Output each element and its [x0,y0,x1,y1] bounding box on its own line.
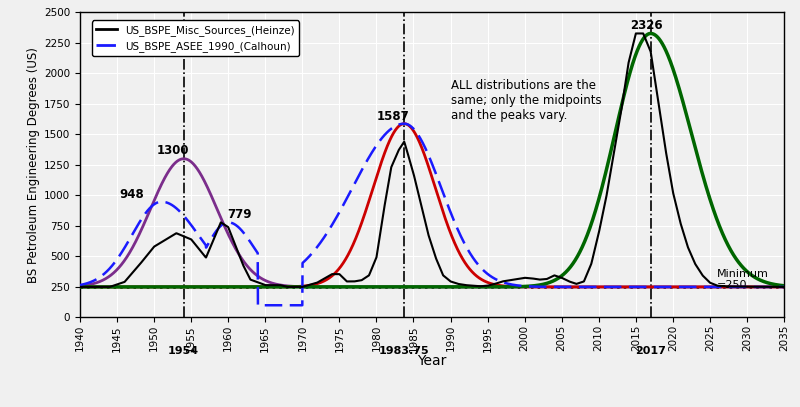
Text: 1300: 1300 [156,144,189,158]
X-axis label: Year: Year [418,354,446,368]
Text: ALL distributions are the
same; only the midpoints
and the peaks vary.: ALL distributions are the same; only the… [450,79,601,123]
Text: 1983.75: 1983.75 [379,346,430,356]
Text: 948: 948 [119,188,144,201]
Text: 1954: 1954 [168,346,199,356]
Text: 1587: 1587 [377,109,410,123]
Text: 2326: 2326 [630,19,663,32]
Text: Minimum
=250: Minimum =250 [718,269,769,290]
Legend: US_BSPE_Misc_Sources_(Heinze), US_BSPE_ASEE_1990_(Calhoun): US_BSPE_Misc_Sources_(Heinze), US_BSPE_A… [92,20,299,56]
Text: 2017: 2017 [635,346,666,356]
Y-axis label: BS Petroleum Engineering Degrees (US): BS Petroleum Engineering Degrees (US) [26,47,40,283]
Text: 779: 779 [227,208,251,221]
